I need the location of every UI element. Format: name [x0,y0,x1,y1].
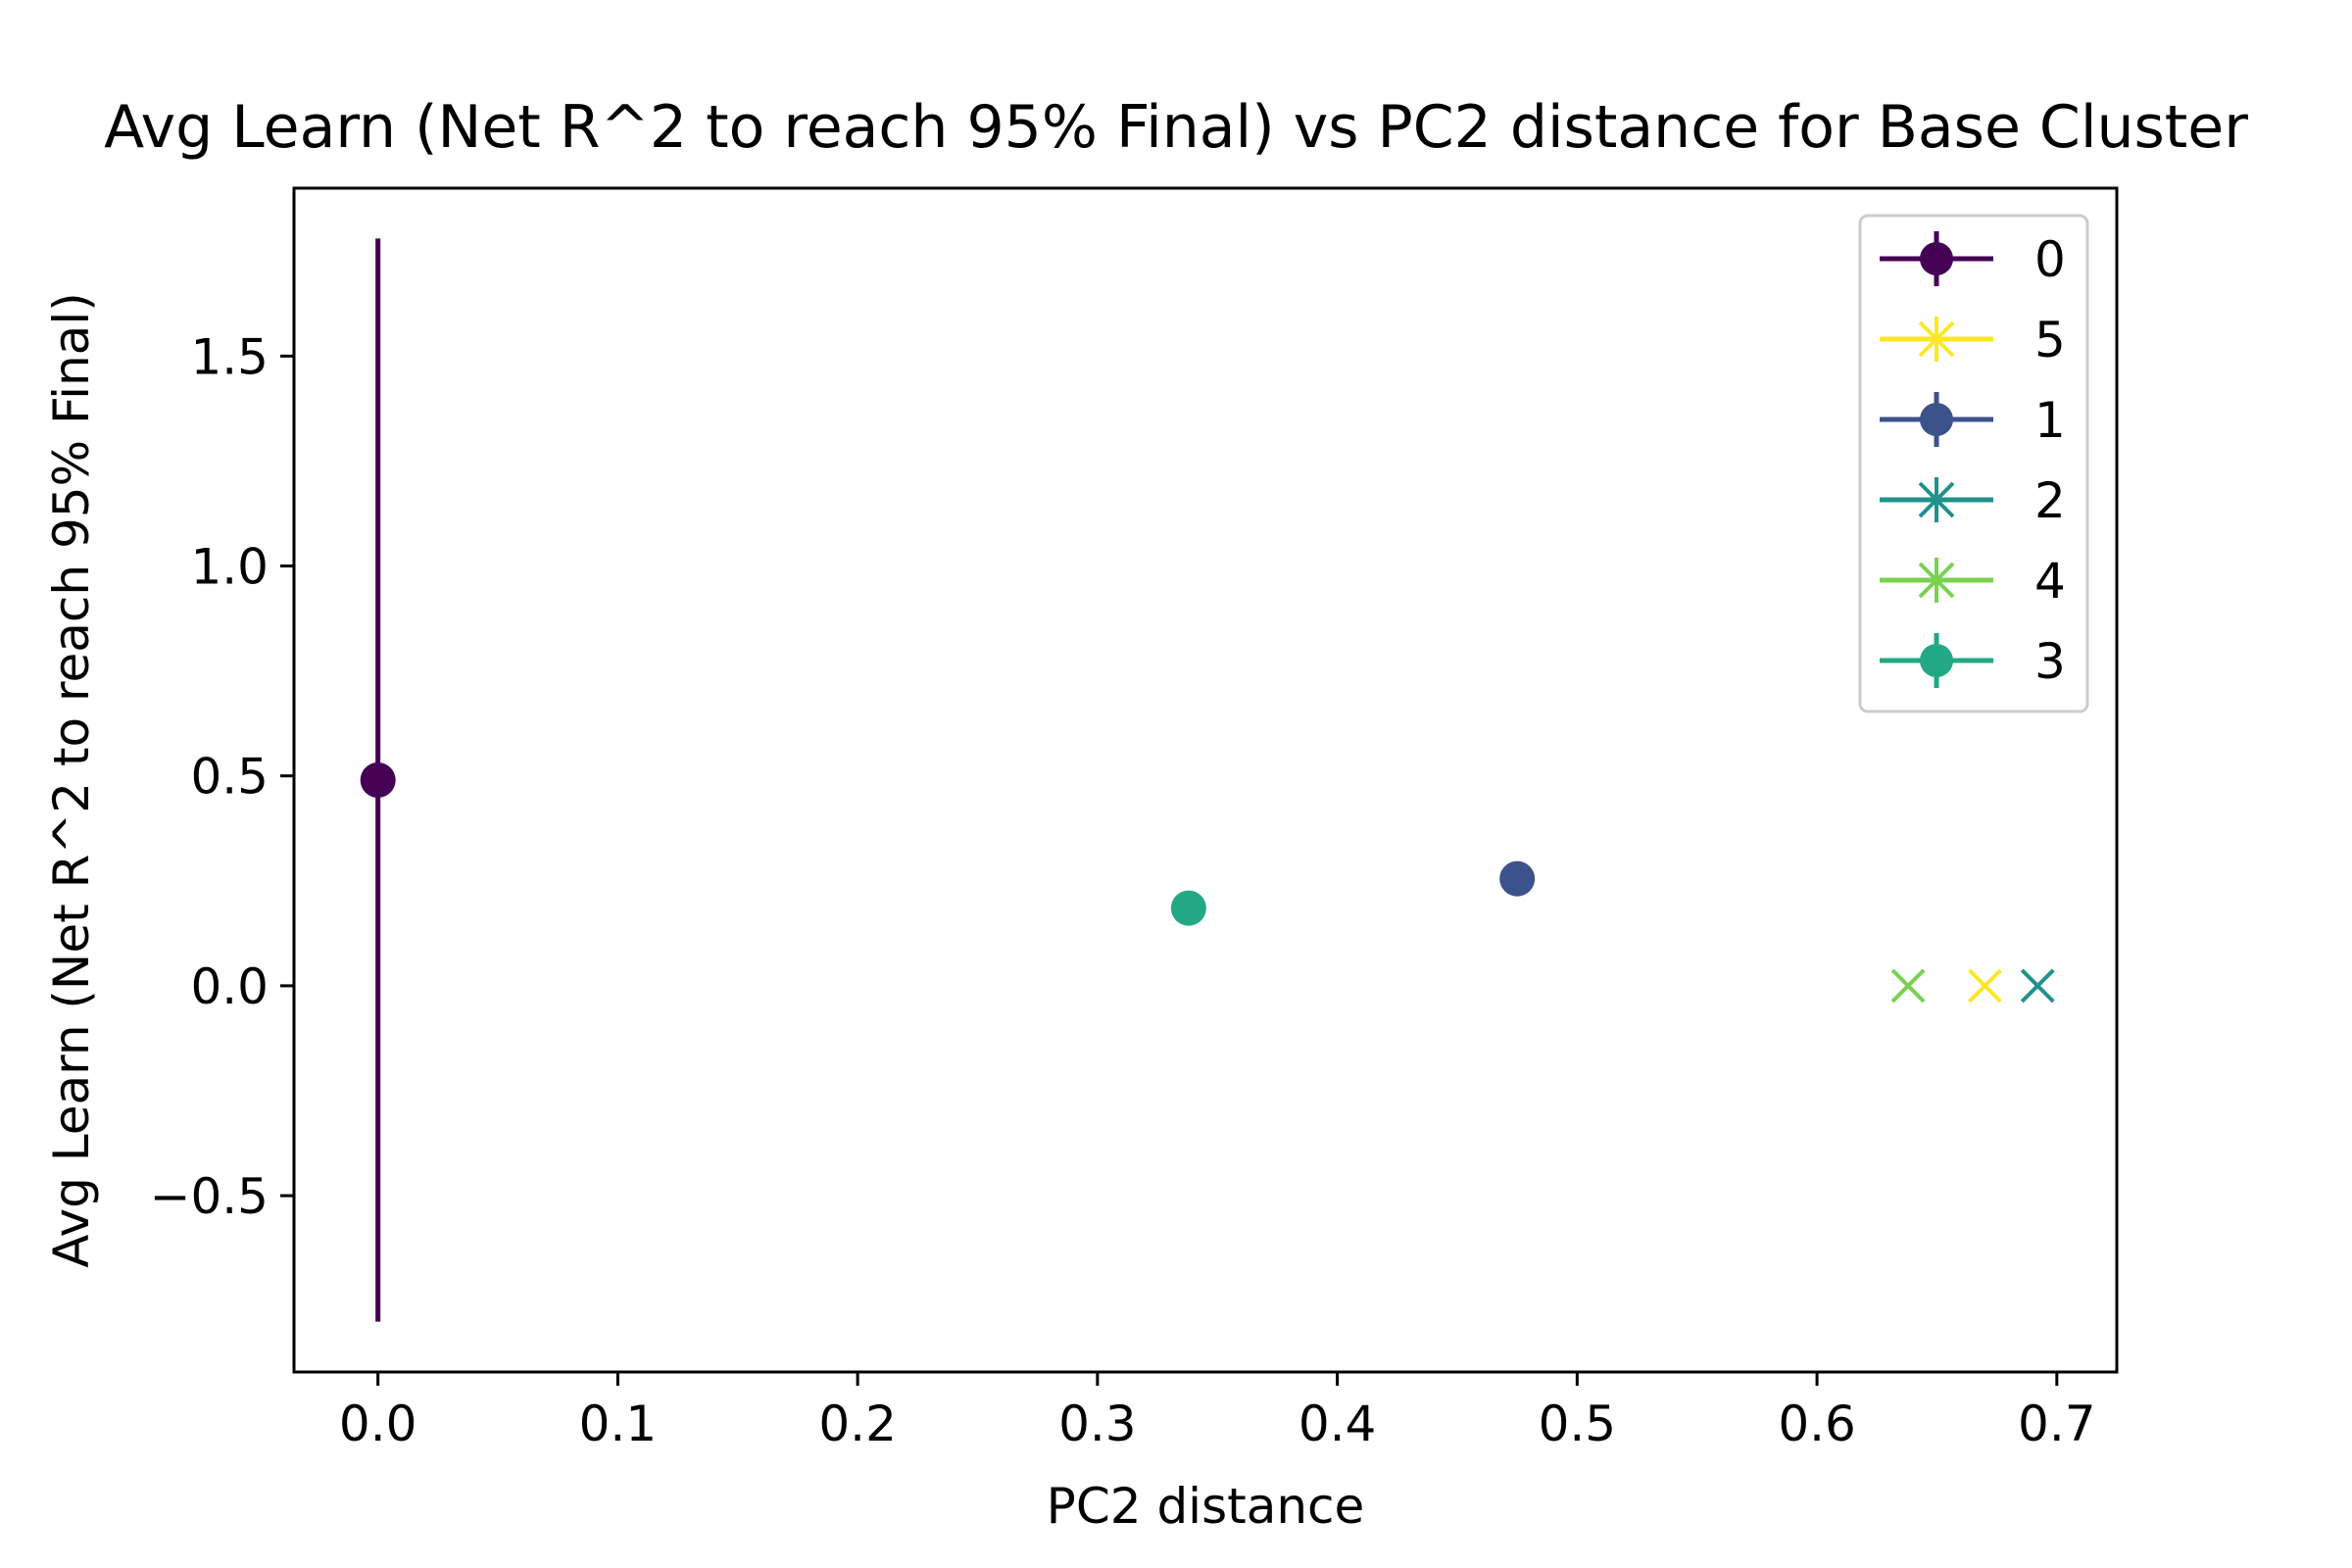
legend-label: 2 [2034,472,2066,529]
point-series-5-stroke-b [1967,968,2002,1004]
x-tick-label: 0.7 [2018,1396,2096,1452]
legend-entry-2: 2 [1880,472,2066,529]
legend: 0 5 1 2 4 3 [1858,214,2089,713]
data-marks [360,238,2055,1322]
y-axis-label: Avg Learn (Net R^2 to reach 95% Final) [43,292,100,1267]
legend-label: 1 [2034,392,2066,449]
legend-entry-3: 3 [1880,633,2066,690]
y-axis: −0.5 0.0 0.5 1.0 1.5 [150,328,294,1225]
legend-marker-4 [1918,558,1955,603]
y-tick-label: 1.0 [190,539,269,596]
legend-entry-1: 1 [1880,392,2066,449]
legend-label: 5 [2034,312,2066,368]
legend-label: 0 [2034,231,2066,288]
legend-entry-5: 5 [1880,312,2066,368]
x-tick-label: 0.3 [1058,1396,1137,1452]
legend-entries: 0 5 1 2 4 3 [1880,231,2066,690]
plot-frame [292,186,2119,1374]
legend-label: 4 [2034,553,2066,610]
y-tick-label: 0.0 [190,958,269,1015]
chart-title: Avg Learn (Net R^2 to reach 95% Final) v… [104,93,2248,162]
legend-marker-1 [1920,403,1953,436]
x-tick-label: 0.2 [818,1396,897,1452]
x-tick-label: 0.4 [1298,1396,1377,1452]
point-series-2 [2020,968,2055,1004]
y-tick-label: 1.5 [190,328,269,385]
point-series-4-stroke-b [1890,968,1926,1004]
x-tick-label: 0.6 [1778,1396,1856,1452]
x-axis-label: PC2 distance [1047,1478,1365,1535]
legend-label: 3 [2034,633,2066,690]
point-series-3 [1170,890,1206,926]
point-series-4 [1890,968,1926,1004]
y-tick-label: −0.5 [150,1168,269,1225]
point-series-0 [360,762,396,798]
point-series-2-stroke-b [2020,968,2055,1004]
point-series-5 [1967,968,2002,1004]
legend-entry-4: 4 [1880,553,2066,610]
x-axis: 0.0 0.1 0.2 0.3 0.4 0.5 0.6 0.7 [339,1372,2096,1452]
x-tick-label: 0.0 [339,1396,417,1452]
legend-marker-5 [1918,317,1955,362]
x-tick-label: 0.1 [579,1396,658,1452]
legend-marker-0 [1920,242,1953,275]
y-tick-label: 0.5 [190,749,269,806]
legend-entry-0: 0 [1880,231,2066,288]
point-series-1 [1499,860,1536,897]
legend-marker-2 [1918,477,1955,522]
legend-marker-3 [1920,644,1953,677]
x-tick-label: 0.5 [1539,1396,1617,1452]
